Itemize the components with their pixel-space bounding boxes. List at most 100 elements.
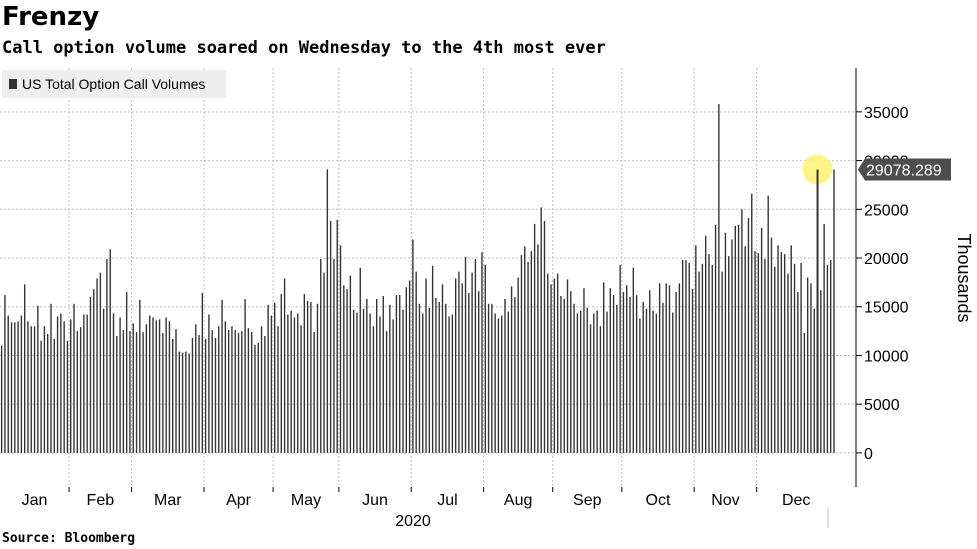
bar (481, 252, 483, 453)
bar (556, 273, 559, 453)
bar (181, 352, 184, 453)
bar (678, 283, 681, 453)
bar (685, 259, 687, 453)
bar (204, 338, 207, 453)
bar (718, 104, 720, 453)
bar (471, 272, 473, 453)
bar (274, 302, 276, 453)
bar (655, 313, 658, 453)
bar (70, 319, 72, 453)
bar (665, 283, 667, 453)
bar (622, 292, 625, 453)
bar (185, 351, 187, 453)
bar (461, 283, 463, 453)
bar (593, 313, 595, 453)
bar (540, 207, 542, 453)
bar (441, 284, 444, 453)
bar (191, 337, 194, 453)
x-tick-label-month: Dec (782, 492, 810, 509)
last-bar (816, 169, 819, 453)
bar (376, 298, 378, 453)
bar (280, 294, 282, 453)
bar (681, 259, 684, 453)
x-tick-label-month: Nov (711, 492, 739, 509)
grid-layer (0, 68, 856, 487)
bar (178, 351, 180, 453)
bar (553, 278, 556, 453)
annotation-layer: 29078.289 (802, 154, 951, 453)
bar (711, 264, 713, 453)
bar (224, 321, 227, 453)
bar (17, 321, 19, 453)
bar (359, 267, 361, 453)
bar (652, 310, 654, 453)
bar (267, 304, 269, 453)
y-tick-label: 35000 (864, 105, 909, 122)
bar (119, 317, 121, 453)
bar (234, 330, 236, 453)
bar (277, 326, 279, 453)
y-tick-label: 0 (864, 446, 873, 463)
bar (803, 333, 806, 453)
bar (705, 235, 707, 453)
bar (701, 263, 704, 453)
bar (418, 303, 421, 453)
x-tick-label-month: Jan (22, 492, 48, 509)
bar (283, 278, 286, 453)
bar (395, 295, 398, 453)
bar (422, 313, 424, 453)
bar (139, 299, 141, 453)
bar (149, 315, 151, 453)
bar (402, 309, 404, 453)
bar (389, 304, 391, 453)
bar (570, 291, 572, 453)
bar (428, 307, 431, 453)
bar (172, 338, 174, 453)
bar (93, 289, 95, 453)
bar (116, 335, 118, 453)
bar (708, 254, 710, 453)
bar (89, 296, 92, 453)
bar (830, 259, 832, 453)
bar (741, 209, 743, 453)
bar (56, 316, 59, 453)
bar (477, 291, 480, 453)
bar (783, 254, 786, 453)
last-value-label-box (858, 158, 951, 181)
bar (734, 225, 736, 453)
bar (731, 239, 733, 453)
x-tick-label-month: Feb (87, 492, 115, 509)
chart-title: Frenzy (2, 2, 100, 32)
bar (415, 271, 417, 453)
bar (642, 301, 644, 453)
bar (303, 294, 306, 453)
bar (777, 245, 779, 453)
bar (537, 244, 539, 453)
bar (293, 317, 296, 453)
bar (129, 331, 131, 453)
bar (596, 310, 598, 453)
bar (270, 315, 273, 453)
bar (448, 316, 450, 453)
bar (507, 311, 509, 453)
x-tick-label-month: Mar (154, 492, 182, 509)
bar (806, 277, 809, 453)
bar (524, 246, 526, 453)
bar (691, 289, 694, 453)
y-tick-label: 10000 (864, 348, 909, 365)
bar (751, 193, 753, 453)
bar (405, 287, 407, 453)
bar (47, 334, 49, 453)
bar (639, 318, 641, 453)
bar (218, 326, 220, 453)
bar (589, 324, 592, 453)
bar (566, 279, 569, 453)
bar (333, 258, 335, 453)
bar (260, 326, 263, 453)
bar (188, 353, 190, 453)
bar (688, 262, 690, 453)
bar (106, 258, 108, 453)
bar (195, 324, 197, 453)
bar (543, 220, 546, 453)
